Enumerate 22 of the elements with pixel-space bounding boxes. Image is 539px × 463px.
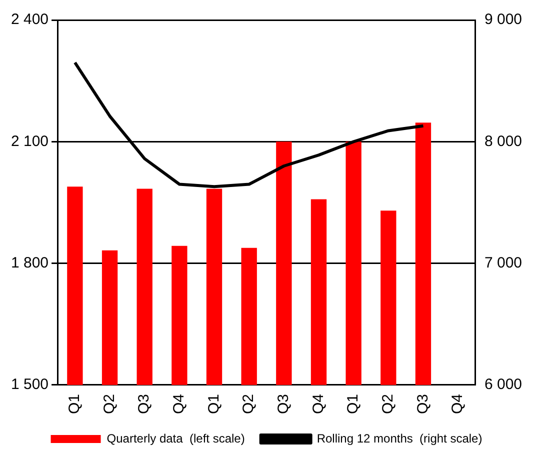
legend-label: Rolling 12 months (right scale): [316, 431, 482, 446]
y2-tick-label: 8 000: [484, 132, 522, 150]
y2-tick-label: 9 000: [484, 11, 522, 28]
x-tick-label: Q3: [275, 394, 292, 414]
y-tick-label: 1 800: [10, 254, 49, 272]
x-tick-label: Q2: [380, 394, 397, 414]
x-tick-label: Q1: [205, 394, 222, 414]
x-tick-label: Q3: [136, 394, 153, 414]
x-tick-label: Q1: [344, 394, 362, 414]
legend-label: Quarterly data (left scale): [106, 431, 245, 446]
x-tick-label: Q3: [414, 394, 432, 414]
y2-tick-label: 7 000: [484, 254, 522, 272]
x-tick-label: Q2: [100, 394, 118, 414]
y-tick-label: 1 500: [10, 376, 49, 394]
x-tick-label: Q2: [240, 394, 258, 414]
y-tick-label: 2 100: [10, 132, 49, 150]
x-tick-label: Q4: [170, 394, 188, 414]
x-tick-label: Q4: [449, 394, 466, 414]
y-tick-label: 2 400: [10, 11, 49, 28]
x-tick-label: Q1: [66, 394, 84, 414]
x-tick-label: Q4: [310, 394, 327, 414]
y2-tick-label: 6 000: [484, 376, 522, 394]
